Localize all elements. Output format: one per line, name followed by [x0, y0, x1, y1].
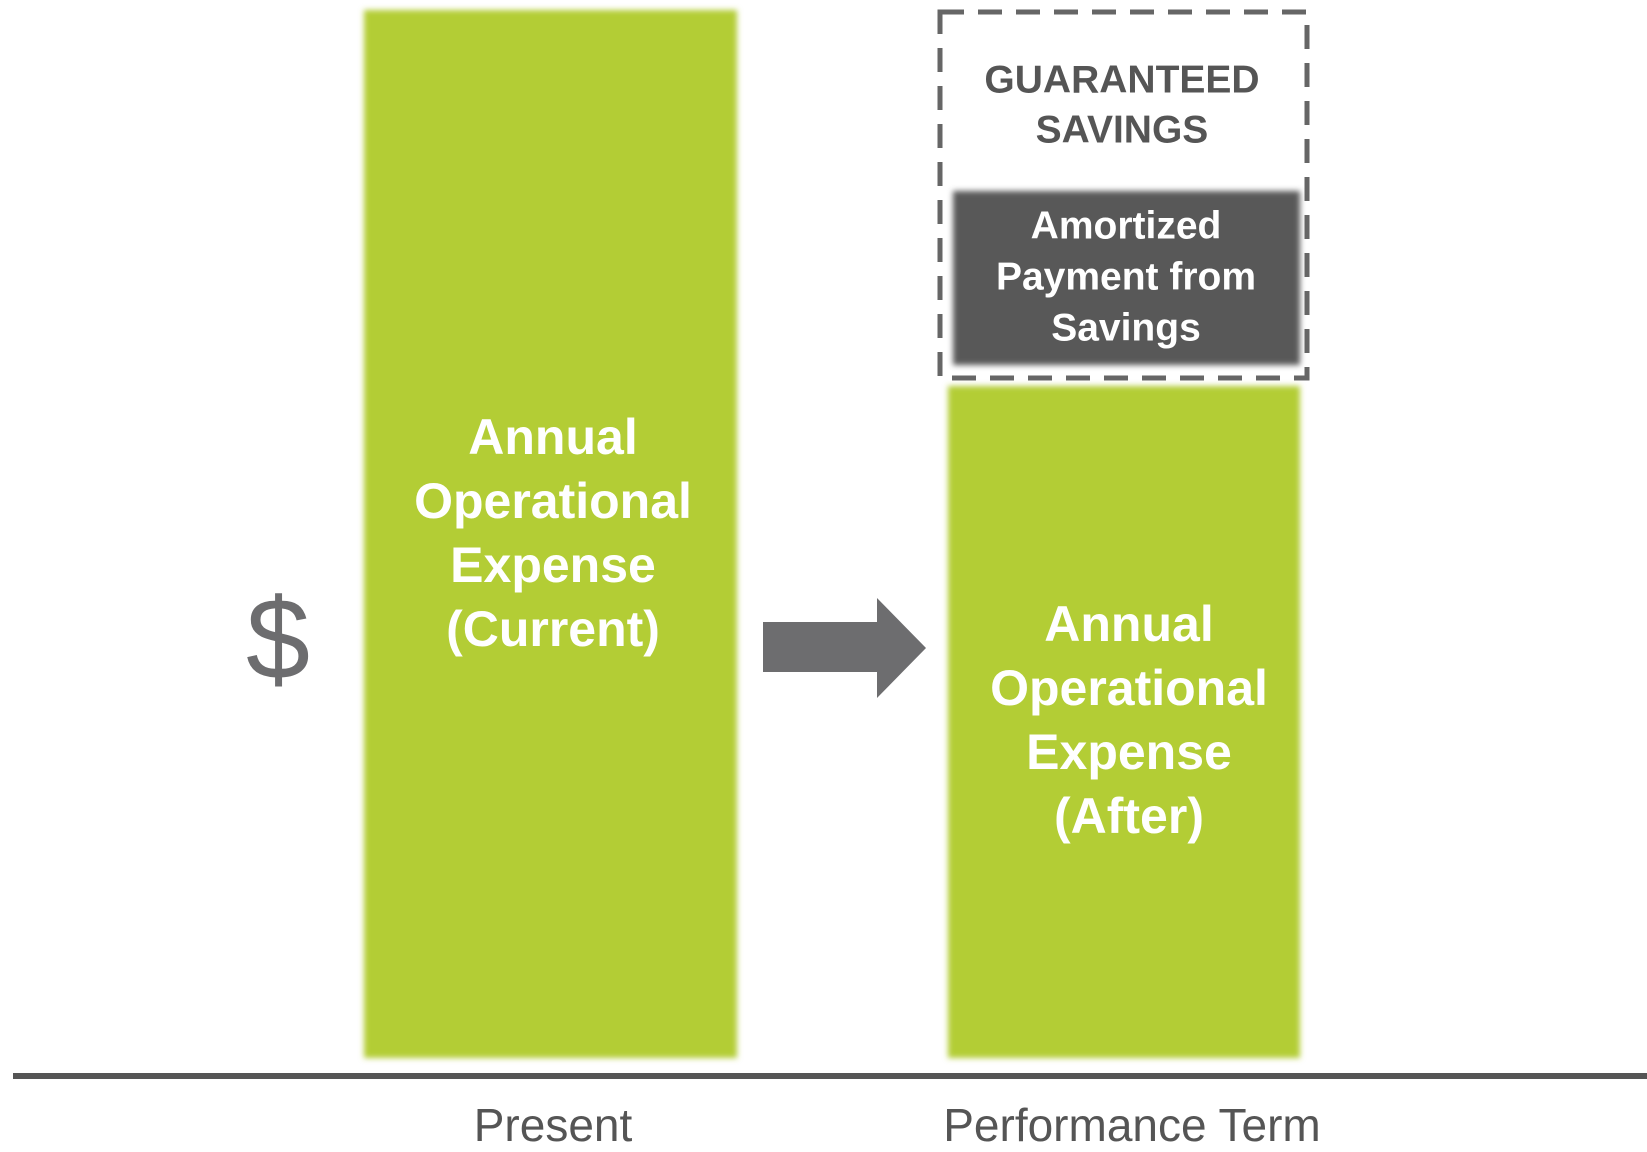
bar-label: Operational	[990, 660, 1268, 716]
payment-label: Savings	[1051, 306, 1201, 349]
after-bar	[948, 386, 1300, 1058]
savings-label: GUARANTEED	[984, 58, 1259, 101]
current-bar	[364, 10, 737, 1058]
bar-label: (After)	[1054, 788, 1204, 844]
arrow	[763, 598, 926, 698]
payment-label: Payment from	[996, 255, 1256, 298]
bar-label: Expense	[1026, 724, 1232, 780]
savings-box	[937, 9, 1310, 381]
bar-label: Expense	[450, 537, 656, 593]
y-label: $	[246, 575, 310, 703]
bar-label: (Current)	[446, 601, 660, 657]
labels: Annual Operational Expense (Current) Present…	[414, 58, 1321, 1151]
payment-box	[953, 191, 1300, 365]
bar-label: Annual	[1044, 596, 1213, 652]
bar-label: Operational	[414, 473, 692, 529]
category-label: Performance Term	[943, 1099, 1321, 1151]
bar-label: Annual	[468, 409, 637, 465]
category-label: Present	[474, 1099, 633, 1151]
payment-label: Amortized	[1031, 204, 1222, 247]
savings-label: SAVINGS	[1036, 108, 1209, 151]
